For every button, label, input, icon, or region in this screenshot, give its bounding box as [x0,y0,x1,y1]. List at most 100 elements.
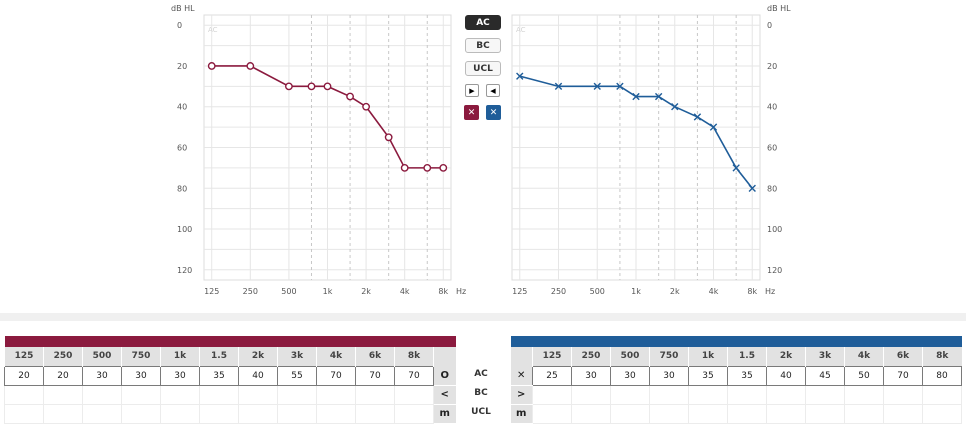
right-ac-value-input[interactable]: 70 [355,365,395,386]
right-ear-color-band [4,336,456,347]
right-corner-label: AC [208,26,218,34]
left-ac-symbol-icon: ✕ [510,366,533,386]
right-ac-value-input[interactable]: 40 [238,365,278,386]
right-ac-value-input[interactable]: 20 [43,365,83,386]
left-ucl-value-input[interactable] [649,403,689,424]
left-data-point-cross [593,82,601,91]
right-data-point-circle [246,62,255,70]
right-ucl-value-input[interactable] [277,403,317,424]
left-bc-value-input[interactable] [805,384,845,405]
left-ac-value-input[interactable]: 70 [883,365,923,386]
left-header-symbol [510,347,533,366]
right-x-tick-label: 500 [281,287,296,296]
left-bc-value-input[interactable] [688,384,728,405]
right-ac-value-input[interactable]: 70 [316,365,356,386]
right-bc-value-input[interactable] [43,384,83,405]
play-left-icon[interactable]: ◀ [486,84,500,97]
right-ac-value-input[interactable]: 30 [160,365,200,386]
left-ucl-value-input[interactable] [532,403,572,424]
left-ac-value-input[interactable]: 30 [571,365,611,386]
left-ac-value-input[interactable]: 35 [727,365,767,386]
left-x-tick-label: 250 [551,287,566,296]
right-ucl-value-input[interactable] [355,403,395,424]
right-bc-value-input[interactable] [277,384,317,405]
right-ucl-value-input[interactable] [4,403,44,424]
right-bc-value-input[interactable] [355,384,395,405]
left-ucl-value-input[interactable] [922,403,962,424]
bc-button[interactable]: BC [465,38,501,53]
right-freq-header: 125 [4,347,44,366]
left-bc-value-input[interactable] [571,384,611,405]
left-bc-value-input[interactable] [532,384,572,405]
left-ac-value-input[interactable]: 40 [766,365,806,386]
right-ucl-value-input[interactable] [316,403,356,424]
left-masked-toggle-icon[interactable]: ✕ [486,105,501,120]
left-ac-value-input[interactable]: 50 [844,365,884,386]
right-ac-value-input[interactable]: 30 [82,365,122,386]
right-bc-value-input[interactable] [121,384,161,405]
left-x-tick-label: 4k [709,287,719,296]
left-ac-value-input[interactable]: 80 [922,365,962,386]
right-ucl-value-input[interactable] [238,403,278,424]
left-freq-header: 4k [844,347,884,366]
right-ac-value-input[interactable]: 55 [277,365,317,386]
play-right-icon[interactable]: ▶ [465,84,479,97]
left-ucl-symbol-icon: m [510,404,533,424]
right-ac-value-input[interactable]: 35 [199,365,239,386]
left-bc-value-input[interactable] [883,384,923,405]
right-ac-symbol-icon: O [433,366,456,386]
left-x-tick-label: 1k [631,287,641,296]
ucl-button[interactable]: UCL [465,61,501,76]
right-ac-value-input[interactable]: 70 [394,365,434,386]
left-ac-value-input[interactable]: 30 [649,365,689,386]
right-bc-value-input[interactable] [4,384,44,405]
right-data-point-circle [439,163,448,172]
right-ucl-value-input[interactable] [121,403,161,424]
left-ucl-value-input[interactable] [571,403,611,424]
left-bc-value-input[interactable] [844,384,884,405]
right-bc-value-input[interactable] [238,384,278,405]
left-ucl-value-input[interactable] [727,403,767,424]
right-bc-value-input[interactable] [316,384,356,405]
right-data-point-circle [346,92,354,101]
right-data-point-circle [323,82,332,91]
right-ucl-value-input[interactable] [82,403,122,424]
left-ucl-value-input[interactable] [766,403,806,424]
right-ucl-value-input[interactable] [199,403,239,424]
right-bc-value-input[interactable] [82,384,122,405]
row-label-bc: BC [474,388,488,398]
right-ac-value-input[interactable]: 20 [4,365,44,386]
right-ucl-symbol-icon: m [433,404,456,424]
left-ac-value-input[interactable]: 25 [532,365,572,386]
row-label-ac: AC [474,369,488,379]
left-bc-value-input[interactable] [727,384,767,405]
right-bc-value-input[interactable] [199,384,239,405]
left-bc-value-input[interactable] [922,384,962,405]
ac-button[interactable]: AC [465,15,501,30]
right-y-tick-label: 80 [177,184,187,193]
left-ac-value-input[interactable]: 35 [688,365,728,386]
right-x-tick-label: 8k [438,287,448,296]
left-ucl-value-input[interactable] [610,403,650,424]
left-y-tick-label: 120 [767,266,782,275]
left-ac-value-input[interactable]: 30 [610,365,650,386]
left-ucl-value-input[interactable] [883,403,923,424]
left-ac-value-input[interactable]: 45 [805,365,845,386]
left-ucl-value-input[interactable] [805,403,845,424]
left-ucl-value-input[interactable] [688,403,728,424]
right-ac-row: 20 20 30 30 30 35 40 55 70 70 70 O [4,365,456,386]
right-masked-toggle-icon[interactable]: ✕ [464,105,479,120]
left-bc-value-input[interactable] [649,384,689,405]
left-ucl-value-input[interactable] [844,403,884,424]
right-data-point-circle [400,163,409,172]
right-bc-value-input[interactable] [394,384,434,405]
left-bc-value-input[interactable] [610,384,650,405]
right-y-tick-label: 60 [177,144,187,153]
left-bc-value-input[interactable] [766,384,806,405]
right-data-point-circle [423,163,432,172]
right-bc-value-input[interactable] [160,384,200,405]
right-ac-value-input[interactable]: 30 [121,365,161,386]
right-ucl-value-input[interactable] [394,403,434,424]
right-ucl-value-input[interactable] [43,403,83,424]
right-ucl-value-input[interactable] [160,403,200,424]
